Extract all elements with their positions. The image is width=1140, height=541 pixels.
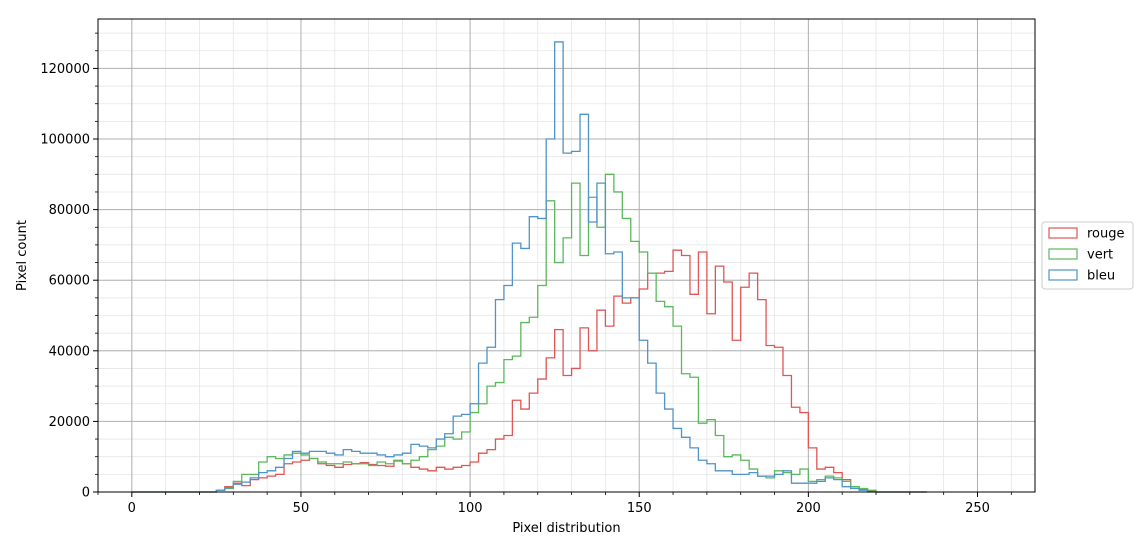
x-tick-label: 50: [293, 501, 310, 516]
x-tick-label: 150: [627, 501, 652, 516]
legend-label-rouge: rouge: [1087, 227, 1125, 242]
y-tick-label: 100000: [40, 133, 90, 148]
y-tick-label: 120000: [40, 62, 90, 77]
legend-label-vert: vert: [1087, 248, 1113, 263]
plot-frame: [97, 18, 1036, 493]
legend-swatch-vert: [1048, 248, 1078, 260]
series-layer: [131, 41, 927, 493]
y-tick-label: 0: [82, 486, 90, 501]
series-rouge: [131, 249, 927, 493]
legend-swatch-rouge: [1048, 227, 1078, 239]
axis-ticks: 0 50 100 150 200 250 0 20000 40000 60000 80000 1000…: [40, 32, 1012, 516]
x-tick-label: 250: [965, 501, 990, 516]
legend-label-bleu: bleu: [1087, 269, 1115, 284]
y-tick-label: 20000: [49, 415, 90, 430]
legend-swatch-bleu: [1048, 269, 1078, 281]
series-bleu: [131, 41, 927, 493]
y-axis-label: Pixel count: [15, 220, 30, 291]
y-tick-label: 60000: [49, 274, 90, 289]
x-tick-label: 0: [128, 501, 136, 516]
x-axis-label: Pixel distribution: [512, 521, 620, 536]
y-tick-label: 40000: [49, 344, 90, 359]
y-tick-label: 80000: [49, 203, 90, 218]
x-tick-label: 200: [796, 501, 821, 516]
legend-box: [1041, 221, 1134, 290]
x-tick-label: 100: [458, 501, 483, 516]
legend: rouge vert bleu: [1041, 221, 1134, 290]
